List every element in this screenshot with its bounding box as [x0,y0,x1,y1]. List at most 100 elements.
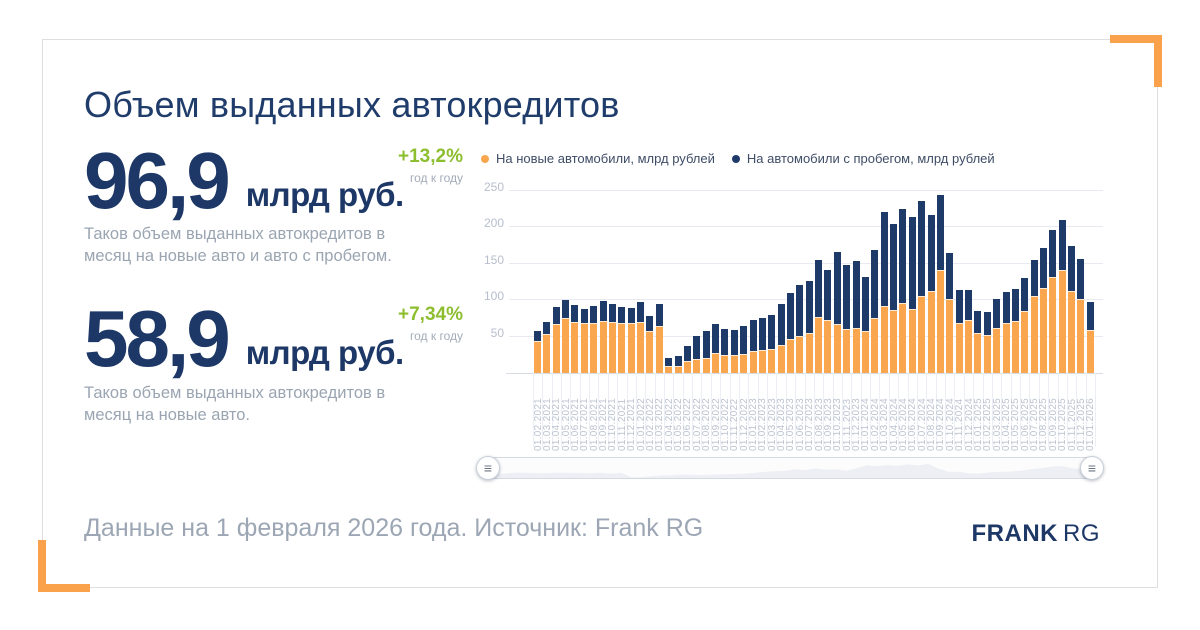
bar-group[interactable] [918,201,926,373]
bar-group[interactable] [852,260,860,373]
bar-segment-used[interactable] [861,277,869,331]
bar-segment-new[interactable] [946,298,954,373]
bar-group[interactable] [927,214,935,373]
bar-group[interactable] [974,310,982,373]
bar-group[interactable] [936,194,944,373]
bar-segment-used[interactable] [543,321,551,334]
bar-segment-used[interactable] [702,331,710,358]
scrollbar-handle-left[interactable]: ≡ [476,456,500,480]
bar-segment-new[interactable] [927,290,935,373]
bar-segment-new[interactable] [1021,310,1029,373]
bar-segment-new[interactable] [749,351,757,373]
bar-segment-new[interactable] [777,344,785,373]
bar-segment-used[interactable] [824,270,832,320]
bar-group[interactable] [580,308,588,373]
bar-segment-used[interactable] [655,303,663,326]
bar-segment-new[interactable] [880,305,888,373]
bar-segment-new[interactable] [693,359,701,373]
bar-segment-new[interactable] [1049,277,1057,373]
bar-group[interactable] [993,298,1001,373]
bar-group[interactable] [552,307,560,373]
bar-group[interactable] [618,306,626,373]
bar-group[interactable] [1077,259,1085,373]
bar-segment-new[interactable] [590,322,598,373]
bar-segment-used[interactable] [880,211,888,306]
bar-segment-used[interactable] [562,300,570,319]
bar-group[interactable] [965,289,973,373]
bar-group[interactable] [730,329,738,373]
bar-group[interactable] [1039,248,1047,373]
bar-segment-used[interactable] [833,251,841,325]
bar-segment-new[interactable] [908,308,916,373]
bar-segment-used[interactable] [1058,220,1066,271]
bar-segment-new[interactable] [993,328,1001,373]
bar-segment-used[interactable] [1030,259,1038,296]
bar-segment-new[interactable] [861,330,869,373]
bar-segment-new[interactable] [665,365,673,373]
bar-group[interactable] [824,270,832,373]
bar-segment-new[interactable] [655,325,663,373]
bar-segment-used[interactable] [1011,289,1019,322]
bar-group[interactable] [627,308,635,373]
bar-segment-new[interactable] [618,322,626,373]
bar-segment-used[interactable] [608,303,616,322]
bar-segment-used[interactable] [786,292,794,340]
bar-segment-used[interactable] [740,325,748,355]
bar-group[interactable] [890,224,898,373]
bar-group[interactable] [590,305,598,373]
bar-segment-new[interactable] [562,318,570,373]
bar-group[interactable] [1030,259,1038,373]
scrollbar-track[interactable] [479,457,1101,479]
bar-segment-used[interactable] [730,329,738,356]
bar-segment-new[interactable] [983,335,991,373]
bar-segment-new[interactable] [1039,288,1047,373]
bar-segment-used[interactable] [534,330,541,341]
bar-group[interactable] [571,305,579,373]
bar-segment-new[interactable] [965,320,973,373]
bar-segment-new[interactable] [768,348,776,373]
bar-group[interactable] [983,312,991,373]
bar-segment-new[interactable] [815,316,823,373]
bar-segment-new[interactable] [627,323,635,373]
bar-group[interactable] [805,281,813,373]
bar-segment-used[interactable] [693,335,701,360]
bar-segment-used[interactable] [777,304,785,345]
bar-segment-new[interactable] [786,339,794,373]
bar-segment-used[interactable] [721,329,729,356]
bar-segment-used[interactable] [843,264,851,330]
bar-segment-new[interactable] [534,340,541,373]
bar-group[interactable] [740,325,748,373]
bar-group[interactable] [768,315,776,373]
bar-segment-new[interactable] [974,332,982,373]
bar-group[interactable] [843,264,851,373]
bar-segment-used[interactable] [1049,229,1057,278]
bar-segment-used[interactable] [908,216,916,309]
bar-segment-new[interactable] [721,355,729,373]
bar-segment-new[interactable] [730,355,738,373]
bar-segment-used[interactable] [590,305,598,323]
bar-group[interactable] [674,355,682,373]
bar-segment-used[interactable] [955,289,963,323]
bar-segment-new[interactable] [552,324,560,373]
bar-group[interactable] [908,216,916,373]
bar-segment-used[interactable] [1068,246,1076,292]
bar-segment-used[interactable] [815,259,823,317]
bar-segment-new[interactable] [712,353,720,373]
bar-segment-new[interactable] [608,321,616,373]
bar-segment-used[interactable] [599,300,607,322]
bar-segment-new[interactable] [702,357,710,373]
bar-segment-used[interactable] [1039,248,1047,289]
bar-group[interactable] [777,304,785,373]
bar-segment-used[interactable] [805,281,813,333]
bar-group[interactable] [599,300,607,373]
bar-group[interactable] [1021,278,1029,373]
bar-segment-new[interactable] [955,322,963,373]
bar-group[interactable] [712,324,720,373]
bar-group[interactable] [655,303,663,373]
bar-segment-used[interactable] [749,320,757,352]
bar-group[interactable] [1011,289,1019,373]
bar-group[interactable] [646,316,654,373]
bar-group[interactable] [758,318,766,373]
bar-group[interactable] [1049,229,1057,373]
bar-group[interactable] [946,252,954,373]
